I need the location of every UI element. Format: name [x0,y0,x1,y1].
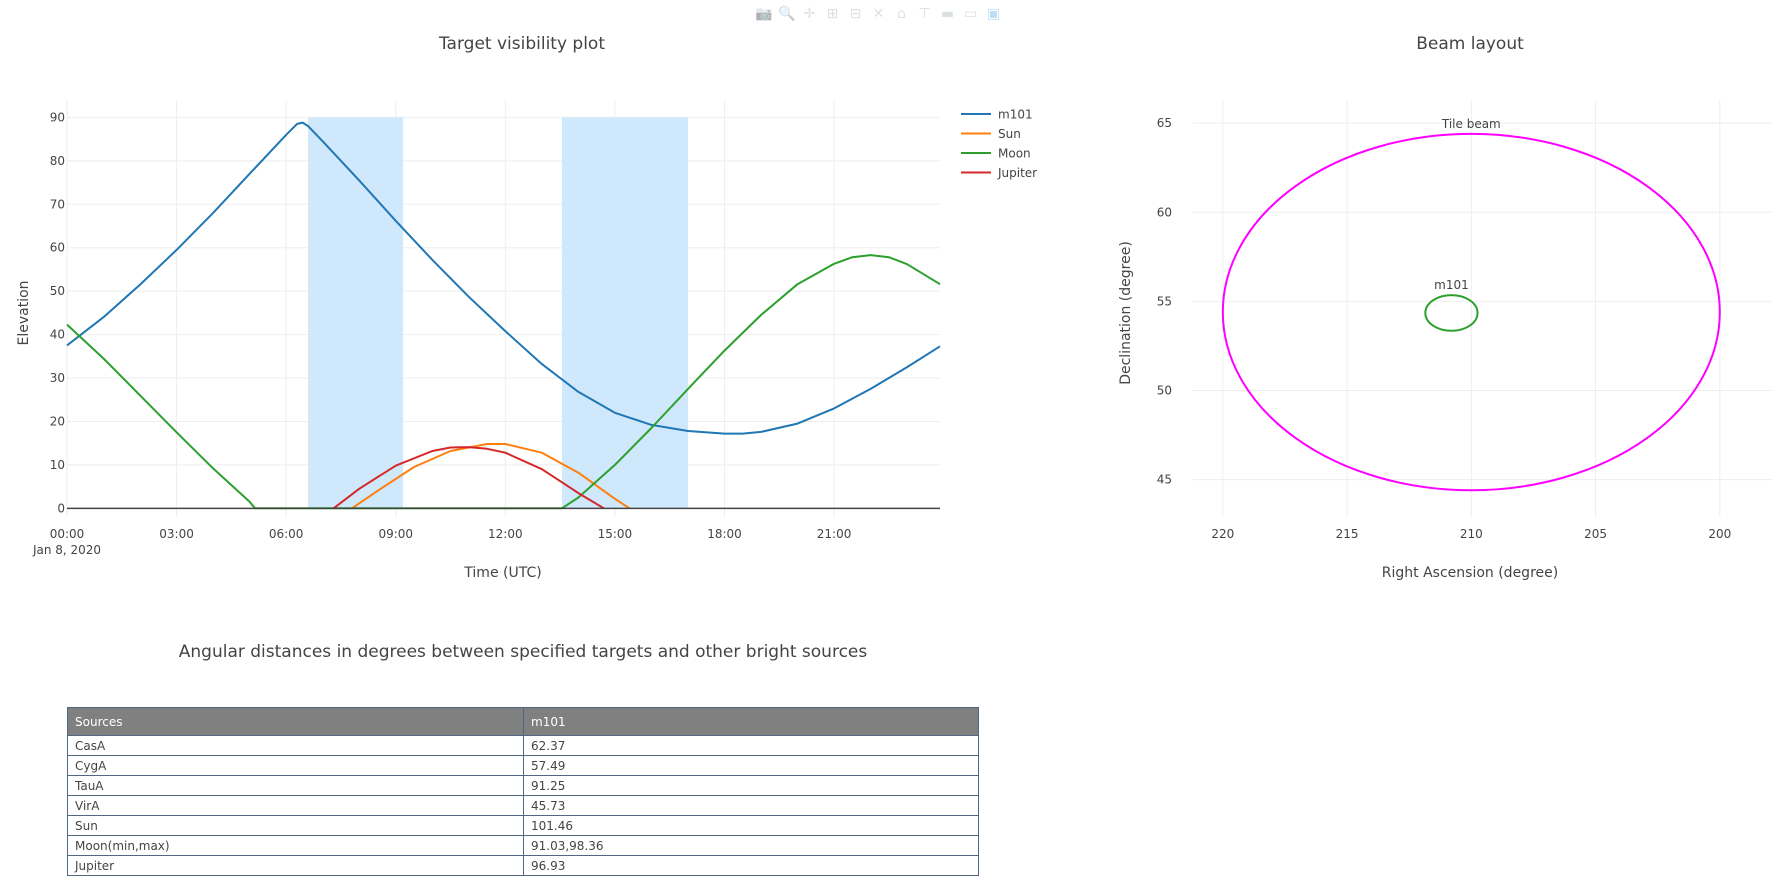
visibility-y-tick-label: 60 [50,241,65,255]
visibility-y-tick-label: 40 [50,328,65,342]
beam-label-tile-beam: Tile beam [1441,117,1501,131]
table-row: CasA 62.37 [67,735,979,756]
table-cell: CygA [67,755,524,776]
visibility-x-tick-label: 03:00 [159,527,194,541]
series-line-sun[interactable] [351,443,631,510]
table-cell: Sun [67,815,524,836]
camera-icon[interactable]: 📷 [755,6,773,22]
table-cell: VirA [67,795,524,816]
hover-closest-icon[interactable]: ▬ [940,6,955,22]
table-header-cell: m101 [523,707,979,736]
table-cell: Jupiter [67,855,524,876]
home-icon[interactable]: ⌂ [897,6,906,22]
series-line-jupiter[interactable] [332,446,605,510]
visibility-x-tick-label: 09:00 [378,527,413,541]
series-line-moon[interactable] [66,254,941,510]
table-header-cell: Sources [67,707,524,736]
table-cell: 101.46 [523,815,979,836]
legend-item-jupiter[interactable]: Jupiter [961,166,1037,180]
beam-x-tick-label: 205 [1584,527,1607,541]
beam-y-axis-label: Declination (degree) [1118,241,1134,385]
beam-y-tick-label: 65 [1157,116,1172,130]
spike-lines-icon[interactable]: ⊤ [918,6,931,22]
table-cell: CasA [67,735,524,756]
beam-y-tick-label: 50 [1157,383,1172,397]
visibility-x-date-label: Jan 8, 2020 [32,543,101,557]
zoom-icon[interactable]: 🔍 [778,6,796,22]
table-row: CygA 57.49 [67,755,979,776]
table-row: Jupiter 96.93 [67,855,979,876]
pan-icon[interactable]: ✛ [803,6,816,22]
observable-window [561,117,688,509]
table-cell: Moon(min,max) [67,835,524,856]
observable-window [308,117,404,509]
legend-item-moon[interactable]: Moon [961,147,1031,161]
beam-x-tick-label: 220 [1211,527,1234,541]
beam-x-tick-label: 210 [1460,527,1483,541]
table-cell: TauA [67,775,524,796]
table-cell: 96.93 [523,855,979,876]
visibility-x-tick-label: 15:00 [598,527,633,541]
table-header-row: Sources m101 [67,707,979,736]
beam-shape-m101[interactable] [1424,294,1479,332]
zoom-in-icon[interactable]: ⊞ [826,6,839,22]
beam-x-tick-label: 200 [1708,527,1731,541]
table-cell: 45.73 [523,795,979,816]
series-line-m101[interactable] [66,121,941,435]
visibility-x-tick-label: 00:00 [50,527,85,541]
angular-distance-table: Sources m101 CasA 62.37 CygA 57.49 TauA 91.25 V… [67,707,979,876]
beam-y-tick-label: 45 [1157,473,1172,487]
plotly-logo-icon[interactable]: ▣ [986,6,1001,22]
table-cell: 91.03,98.36 [523,835,979,856]
table-cell: 62.37 [523,735,979,756]
legend-label: Moon [998,147,1031,161]
beam-shape-tile-beam[interactable] [1221,132,1721,492]
beam-label-m101: m101 [1434,278,1469,292]
beam-y-tick-label: 55 [1157,294,1172,308]
visibility-y-tick-label: 50 [50,284,65,298]
visibility-y-tick-label: 10 [50,458,65,472]
visibility-y-axis-label: Elevation [16,280,32,345]
legend-item-sun[interactable]: Sun [961,127,1021,141]
visibility-x-tick-label: 12:00 [488,527,523,541]
table-row: TauA 91.25 [67,775,979,796]
hover-compare-icon[interactable]: ▭ [963,6,978,22]
table-cell: 91.25 [523,775,979,796]
table-row: Sun 101.46 [67,815,979,836]
visibility-y-tick-label: 80 [50,154,65,168]
table-row: VirA 45.73 [67,795,979,816]
plot-modebar: 📷 🔍 ✛ ⊞ ⊟ ✕ ⌂ ⊤ ▬ ▭ ▣ [755,6,1002,26]
autoscale-icon[interactable]: ✕ [872,6,885,22]
legend-label: m101 [998,108,1033,122]
table-cell: 57.49 [523,755,979,776]
visibility-x-tick-label: 18:00 [707,527,742,541]
legend-label: Jupiter [997,166,1037,180]
visibility-y-tick-label: 30 [50,371,65,385]
visibility-y-tick-label: 70 [50,197,65,211]
visibility-x-axis-label: Time (UTC) [463,565,541,581]
distance-table-title: Angular distances in degrees between spe… [179,642,868,662]
legend-item-m101[interactable]: m101 [961,108,1033,122]
beam-x-axis-label: Right Ascension (degree) [1382,565,1558,581]
beam-y-tick-label: 60 [1157,205,1172,219]
visibility-y-tick-label: 0 [57,501,65,515]
visibility-y-tick-label: 20 [50,414,65,428]
visibility-x-tick-label: 06:00 [269,527,304,541]
visibility-x-tick-label: 21:00 [817,527,852,541]
visibility-plot-title: Target visibility plot [438,34,605,54]
zoom-out-icon[interactable]: ⊟ [849,6,862,22]
beam-x-tick-label: 215 [1336,527,1359,541]
legend-label: Sun [998,127,1021,141]
table-row: Moon(min,max) 91.03,98.36 [67,835,979,856]
visibility-y-tick-label: 90 [50,110,65,124]
beam-plot-title: Beam layout [1416,34,1524,54]
